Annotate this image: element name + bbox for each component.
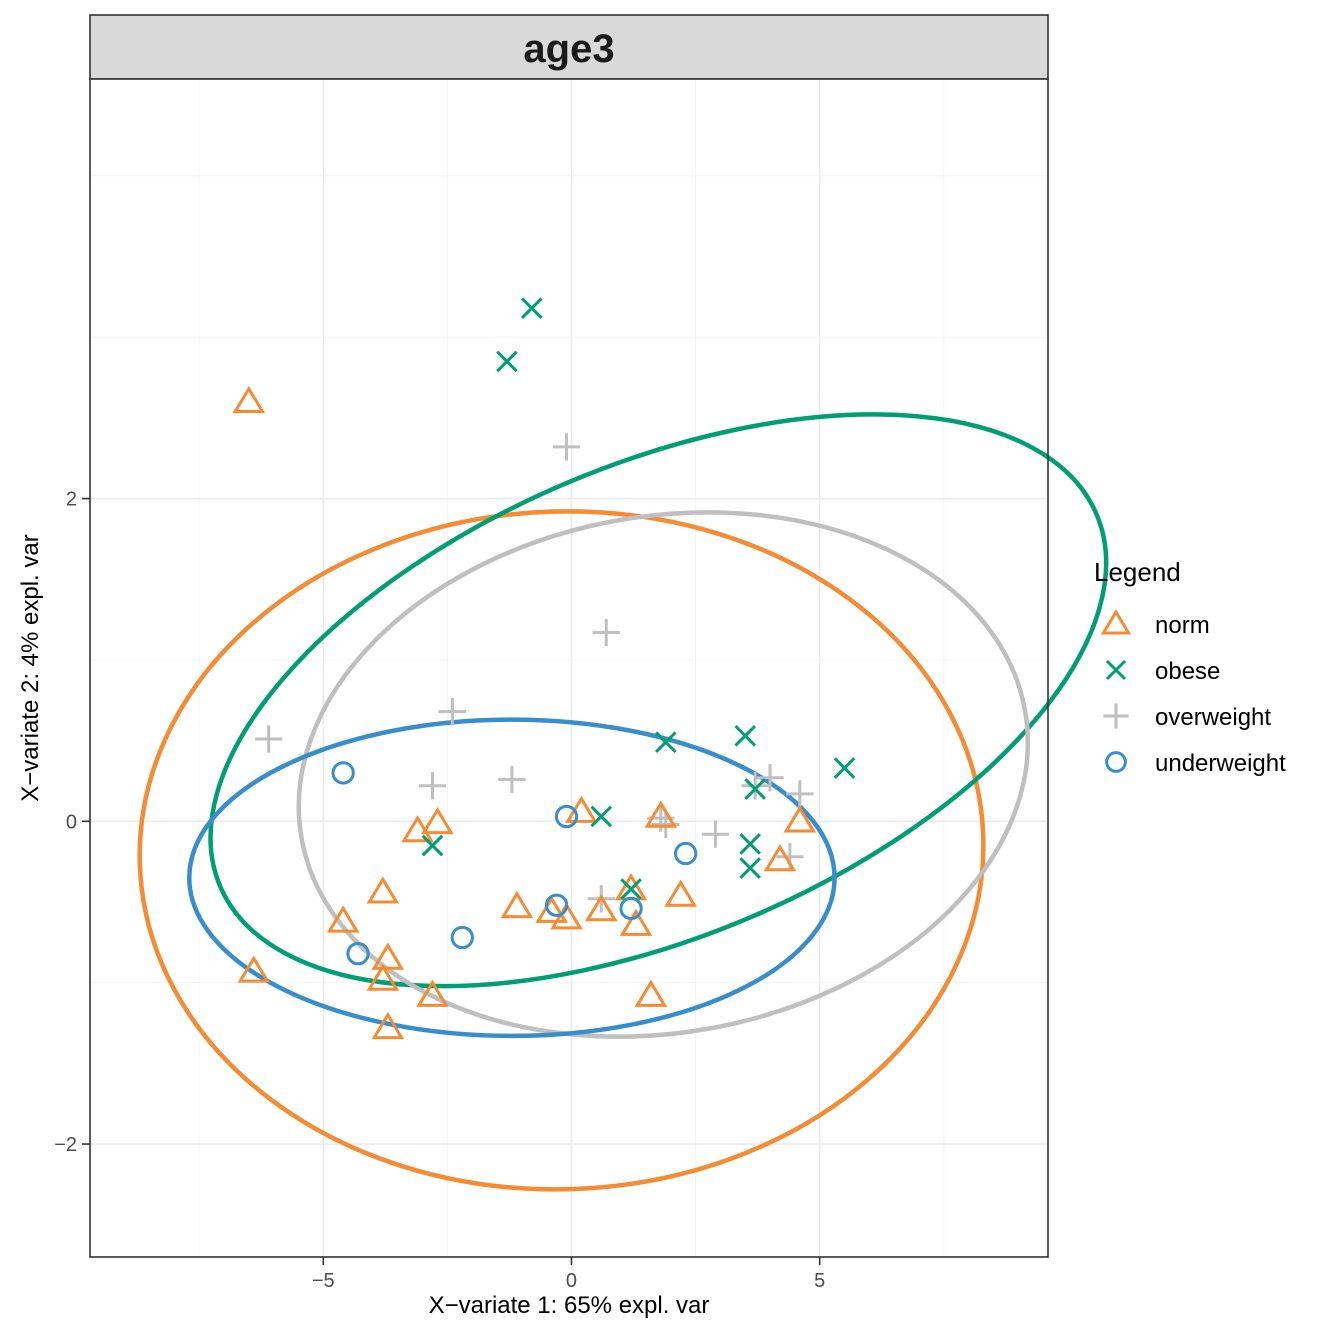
point-underweight	[674, 841, 698, 866]
point-underweight	[554, 804, 579, 829]
point-overweight	[418, 772, 447, 800]
ellipse-obese	[208, 412, 1109, 989]
point-obese	[744, 778, 766, 800]
point-overweight	[756, 764, 784, 792]
legend-label-underweight: underweight	[1155, 750, 1286, 777]
data-points	[232, 297, 856, 1040]
ellipse-overweight	[296, 510, 1031, 1039]
point-norm	[619, 908, 653, 936]
y-axis-title: X−variate 2: 4% expl. var	[17, 534, 44, 801]
ellipse-norm	[137, 509, 986, 1192]
point-overweight	[438, 697, 467, 726]
point-obese	[739, 857, 761, 879]
x-tick-label: −5	[312, 1270, 335, 1292]
point-overweight	[786, 780, 814, 808]
point-norm	[644, 800, 678, 828]
point-overweight	[741, 772, 769, 800]
legend-label-overweight: overweight	[1155, 704, 1271, 731]
point-norm	[550, 902, 583, 930]
legend-key-overweight	[1103, 703, 1129, 729]
point-underweight	[544, 893, 569, 917]
point-obese	[590, 805, 613, 828]
facet-strip	[89, 14, 1049, 80]
point-overweight	[701, 820, 730, 848]
legend-label-obese: obese	[1155, 658, 1220, 685]
point-norm	[763, 844, 797, 872]
point-obese	[496, 350, 518, 373]
legend-key-underweight	[1105, 751, 1127, 773]
point-obese	[520, 297, 543, 319]
point-norm	[783, 805, 817, 833]
point-norm	[232, 385, 266, 413]
point-norm	[366, 963, 400, 991]
x-tick-label: 5	[814, 1270, 825, 1292]
point-norm	[371, 1011, 405, 1040]
legend: Legend norm obese overweight underweight	[1094, 557, 1286, 777]
point-obese	[421, 834, 444, 857]
point-norm	[366, 876, 400, 904]
y-tick-label: 0	[66, 811, 77, 833]
y-axis-ticks: −2 0 2	[54, 489, 90, 1156]
legend-key-obese	[1105, 659, 1127, 681]
y-tick-label: 2	[66, 489, 77, 511]
x-axis-ticks: −5 0 5	[312, 1257, 825, 1292]
confidence-ellipses	[137, 412, 1109, 1192]
point-norm	[371, 942, 405, 970]
point-underweight	[619, 896, 643, 921]
x-axis-title: X−variate 1: 65% expl. var	[429, 1292, 710, 1319]
legend-title: Legend	[1094, 557, 1181, 587]
point-underweight	[346, 941, 370, 966]
ellipse-underweight	[187, 717, 837, 1039]
point-overweight	[255, 725, 283, 753]
plot-panel	[90, 79, 1048, 1257]
point-obese	[654, 731, 677, 754]
point-norm	[634, 979, 668, 1007]
x-tick-label: 0	[566, 1270, 577, 1292]
legend-key-norm	[1100, 609, 1132, 635]
point-norm	[500, 890, 534, 919]
point-norm	[664, 879, 697, 907]
y-tick-label: −2	[54, 1134, 77, 1156]
point-overweight	[552, 433, 581, 461]
point-overweight	[592, 618, 620, 647]
point-norm	[416, 979, 449, 1007]
legend-label-norm: norm	[1155, 612, 1210, 639]
point-norm	[535, 895, 568, 923]
point-obese	[734, 724, 757, 747]
point-obese	[739, 833, 761, 855]
point-overweight	[498, 765, 526, 793]
point-norm	[584, 894, 618, 922]
point-norm	[421, 806, 454, 835]
chart-title: age3	[523, 27, 614, 71]
point-obese	[833, 757, 856, 779]
point-norm	[237, 955, 271, 983]
point-obese	[620, 878, 642, 900]
plot-panel-border	[89, 78, 1049, 1258]
point-norm	[326, 905, 360, 933]
point-underweight	[331, 761, 355, 785]
point-underweight	[450, 925, 474, 950]
